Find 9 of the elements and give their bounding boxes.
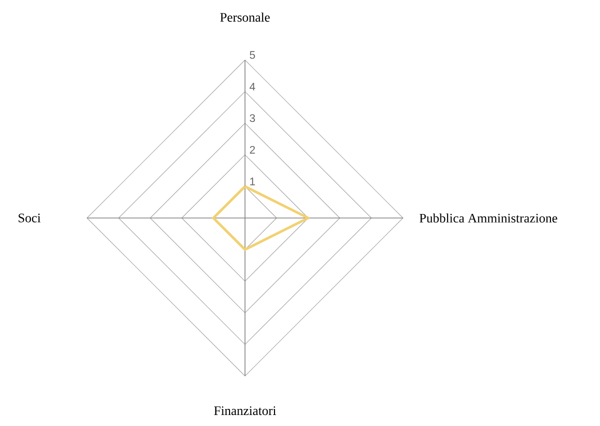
y-tick-label: 3	[250, 114, 255, 122]
y-tick-label: 1	[250, 178, 255, 186]
spoke-label: Finanziatori	[214, 406, 276, 416]
y-tick-label: 5	[250, 51, 255, 59]
y-tick-label: 4	[250, 82, 256, 90]
spoke-label: Soci	[18, 214, 41, 222]
spoke-label: Pubblica Amministrazione	[420, 213, 558, 223]
y-tick-label: 2	[250, 146, 255, 154]
spoke-label: Personale	[220, 12, 270, 22]
